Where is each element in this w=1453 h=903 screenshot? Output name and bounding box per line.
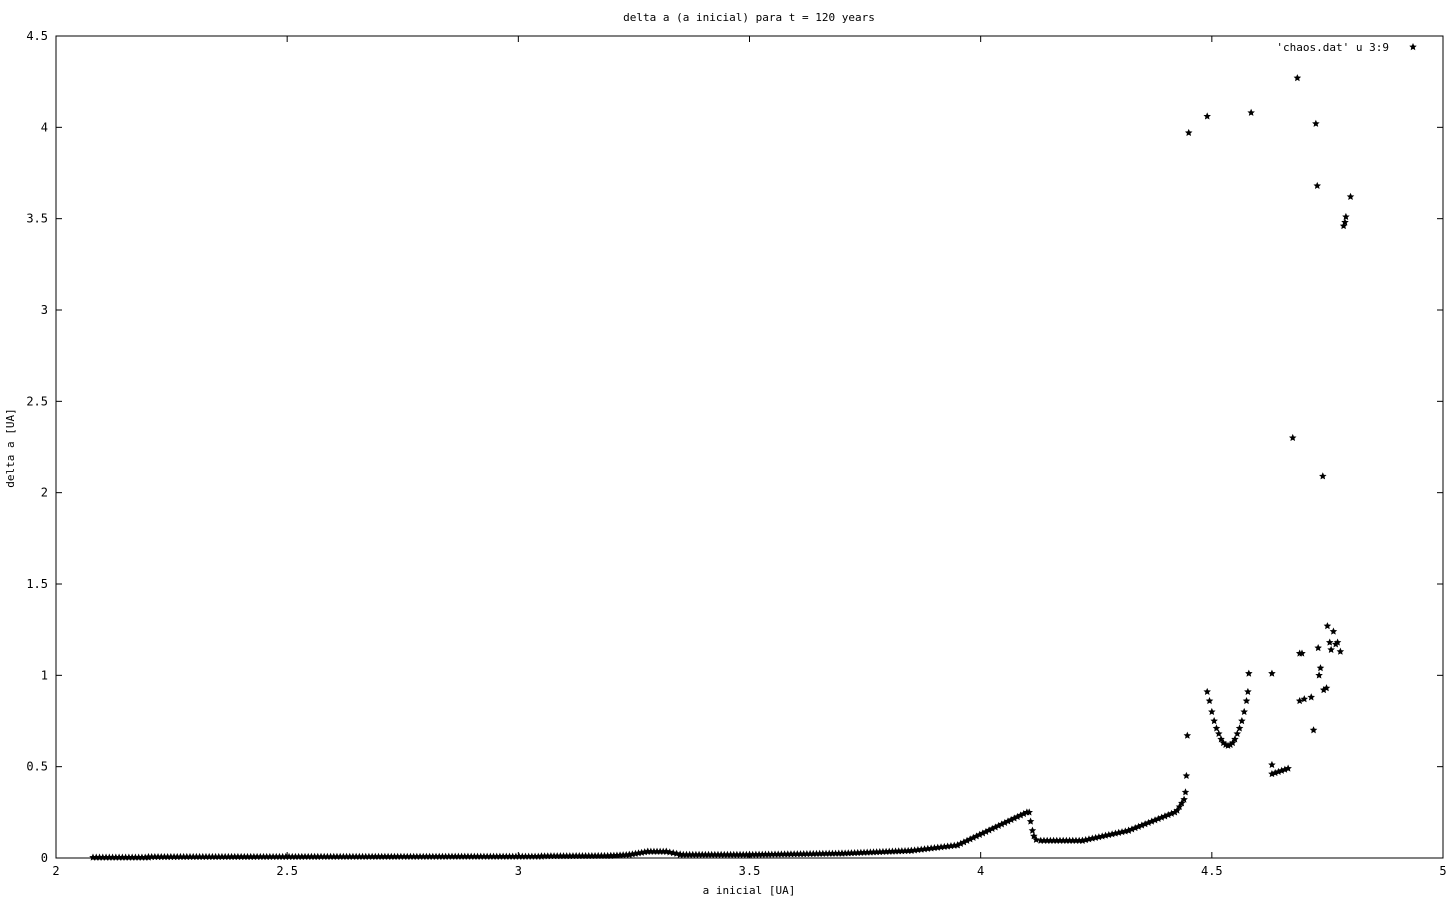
data-point bbox=[1028, 826, 1037, 834]
data-point bbox=[1244, 687, 1252, 695]
data-point bbox=[1309, 726, 1318, 734]
data-point bbox=[1215, 729, 1223, 737]
data-point bbox=[1313, 181, 1321, 189]
data-point bbox=[1203, 112, 1211, 120]
data-point bbox=[1307, 693, 1315, 701]
data-point bbox=[1315, 671, 1323, 679]
data-point bbox=[1341, 218, 1349, 226]
data-point bbox=[1284, 764, 1292, 772]
data-point bbox=[1183, 731, 1192, 739]
data-point bbox=[1323, 622, 1332, 630]
data-point bbox=[1314, 643, 1322, 652]
data-point bbox=[1235, 724, 1244, 732]
data-point bbox=[1247, 108, 1255, 116]
data-point bbox=[1268, 760, 1276, 769]
data-point bbox=[1025, 808, 1033, 816]
data-point bbox=[1322, 684, 1331, 692]
data-point bbox=[1312, 119, 1320, 127]
data-point bbox=[1184, 128, 1193, 137]
x-tick-label: 3 bbox=[515, 864, 522, 878]
x-axis-ticks: 2 2.5 3 3.5 4 4.5 5 bbox=[52, 36, 1447, 878]
y-tick-label: 3.5 bbox=[26, 212, 48, 226]
data-point bbox=[1336, 647, 1345, 655]
data-point bbox=[1205, 696, 1214, 705]
data-point bbox=[1316, 664, 1325, 672]
x-tick-label: 5 bbox=[1439, 864, 1446, 878]
x-tick-label: 2 bbox=[52, 864, 59, 878]
data-point bbox=[1228, 738, 1237, 747]
y-tick-label: 3 bbox=[41, 303, 48, 317]
data-point bbox=[1178, 799, 1186, 807]
y-tick-label: 1 bbox=[41, 668, 48, 682]
data-point bbox=[1329, 627, 1338, 635]
y-tick-label: 1.5 bbox=[26, 577, 48, 591]
data-point bbox=[1233, 729, 1242, 737]
data-point bbox=[1203, 687, 1211, 695]
data-point bbox=[1026, 817, 1035, 825]
data-point bbox=[1180, 795, 1188, 803]
data-point bbox=[1182, 771, 1191, 779]
y-tick-label: 4.5 bbox=[26, 29, 48, 43]
y-tick-label: 0 bbox=[41, 851, 48, 865]
data-point bbox=[1346, 192, 1355, 200]
y-tick-label: 2.5 bbox=[26, 394, 48, 408]
data-point bbox=[1319, 472, 1327, 480]
data-point bbox=[1339, 222, 1348, 230]
data-point bbox=[1245, 669, 1253, 677]
data-point bbox=[1325, 638, 1334, 646]
data-point bbox=[1293, 74, 1302, 82]
data-point bbox=[1173, 806, 1181, 814]
y-tick-label: 2 bbox=[41, 486, 48, 500]
x-tick-label: 4 bbox=[977, 864, 984, 878]
data-point bbox=[1208, 707, 1216, 716]
data-point bbox=[1300, 695, 1309, 703]
legend-star-marker bbox=[1409, 43, 1417, 51]
y-axis-label: delta a [UA] bbox=[4, 408, 17, 487]
data-point bbox=[1298, 649, 1306, 657]
data-point bbox=[1242, 696, 1251, 705]
y-tick-label: 4 bbox=[41, 120, 48, 134]
plot-frame bbox=[55, 35, 1444, 859]
x-tick-label: 3.5 bbox=[739, 864, 761, 878]
data-point bbox=[1288, 433, 1297, 442]
y-axis-ticks: 0 0.5 1 1.5 2 2.5 3 3.5 4 4.5 bbox=[26, 29, 1443, 865]
data-point bbox=[1327, 645, 1335, 653]
data-point bbox=[1295, 696, 1304, 705]
data-point bbox=[1032, 835, 1040, 843]
data-point bbox=[1333, 638, 1342, 646]
data-point bbox=[1212, 724, 1221, 732]
x-tick-label: 2.5 bbox=[276, 864, 298, 878]
y-tick-label: 0.5 bbox=[26, 760, 48, 774]
chart-title: delta a (a inicial) para t = 120 years bbox=[623, 11, 875, 24]
x-tick-label: 4.5 bbox=[1201, 864, 1223, 878]
data-point bbox=[1342, 212, 1350, 221]
data-point bbox=[1240, 707, 1248, 716]
legend-marker bbox=[1409, 43, 1417, 51]
data-point bbox=[1030, 832, 1038, 840]
data-point bbox=[1181, 788, 1190, 796]
data-point bbox=[1175, 802, 1184, 811]
legend-label: 'chaos.dat' u 3:9 bbox=[1276, 41, 1389, 54]
x-axis-label: a inicial [UA] bbox=[703, 884, 796, 897]
data-point bbox=[1217, 735, 1225, 743]
data-point bbox=[1268, 669, 1276, 677]
data-points bbox=[89, 74, 1355, 861]
data-point bbox=[1238, 717, 1246, 725]
data-point bbox=[1231, 735, 1239, 743]
data-point bbox=[1210, 717, 1218, 725]
